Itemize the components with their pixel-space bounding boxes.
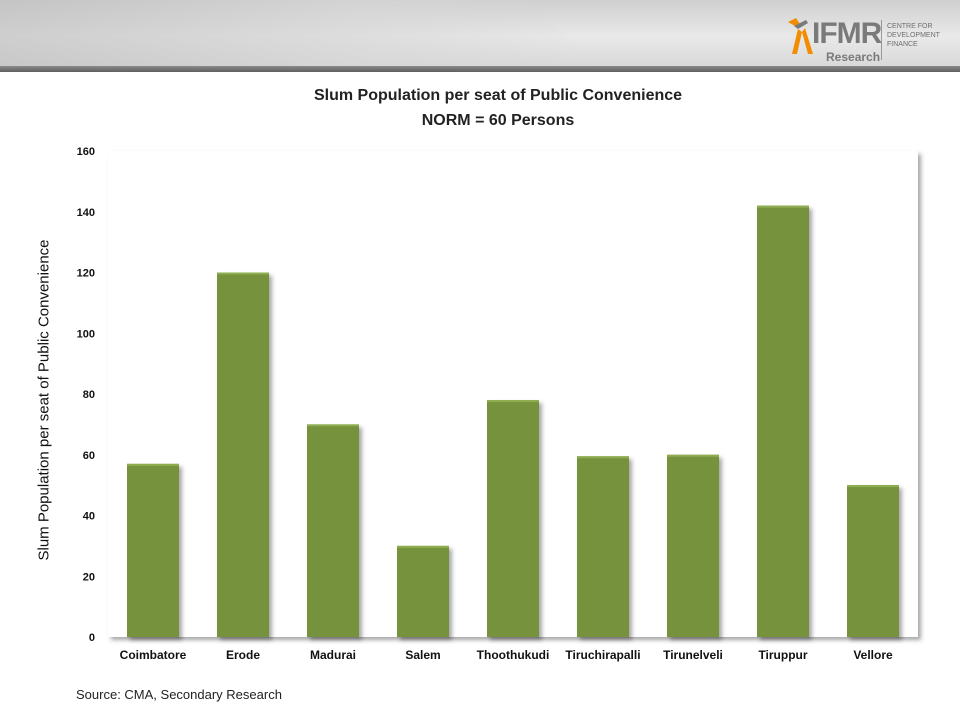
bar-erode [217,272,269,637]
logo-tagline: CENTRE FOR DEVELOPMENT FINANCE [887,23,940,48]
x-label-salem: Salem [405,648,440,662]
ifmr-logo: IFMR Research CENTRE FOR DEVELOPMENT FIN… [786,12,946,64]
y-tick-label: 80 [83,389,95,401]
bar-tirunelveli [667,454,719,637]
bar-top-edge [217,272,269,275]
logo-text: IFMR [812,17,882,50]
y-tick-label: 60 [83,450,95,462]
y-tick-label: 20 [83,571,95,583]
x-label-coimbatore: Coimbatore [120,648,187,662]
bar-top-edge [397,545,449,548]
header-rule [0,66,960,72]
x-axis-labels: Coimbatore Erode Madurai Salem Thoothukudi Ti… [120,648,893,662]
logo-sub: Research [826,50,881,64]
chart-subtitle: NORM = 60 Persons [421,112,575,129]
bar-top-edge [667,454,719,457]
x-label-madurai: Madurai [310,648,356,662]
bar-top-edge [847,485,899,488]
bar-top-edge [487,400,539,403]
y-tick-label: 40 [83,511,95,523]
logo-divider [881,20,882,60]
source-note: Source: CMA, Secondary Research [76,687,282,702]
bar-top-edge [127,463,179,466]
x-label-tiruchirapalli: Tiruchirapalli [565,648,640,662]
x-label-thoothukudi: Thoothukudi [477,648,550,662]
bar-madurai [307,424,359,637]
bar-top-edge [757,205,809,208]
bar-salem [397,545,449,637]
bar-top-edge [307,424,359,427]
x-label-erode: Erode [226,648,260,662]
bar-top-edge [577,456,629,459]
bar-thoothukudi [487,400,539,637]
y-tick-label: 100 [77,328,95,340]
bars [127,205,899,638]
y-tick-label: 140 [77,207,95,219]
y-axis-ticks: 0 20 40 60 80 100 120 140 160 [77,146,95,644]
bar-vellore [847,485,899,637]
bar-coimbatore [127,463,179,637]
bar-tiruppur [757,205,809,638]
logo-mark-icon [788,18,813,54]
y-tick-label: 160 [77,146,95,158]
y-tick-label: 120 [77,268,95,280]
chart-title: Slum Population per seat of Public Conve… [313,87,683,104]
y-tick-label: 0 [89,632,95,644]
x-label-tirunelveli: Tirunelveli [663,648,723,662]
bar-tiruchirapalli [577,456,629,637]
x-label-tiruppur: Tiruppur [758,648,807,662]
x-label-vellore: Vellore [853,648,893,662]
